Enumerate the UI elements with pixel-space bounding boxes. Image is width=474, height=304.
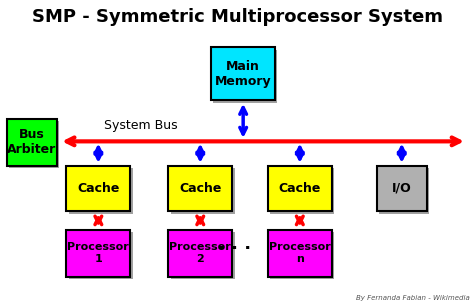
Bar <box>377 166 427 211</box>
Bar <box>268 166 332 211</box>
Text: Cache: Cache <box>279 182 321 195</box>
Bar <box>69 168 133 214</box>
Text: Processor
n: Processor n <box>269 242 331 264</box>
Bar <box>379 168 429 214</box>
Text: SMP - Symmetric Multiprocessor System: SMP - Symmetric Multiprocessor System <box>31 8 443 26</box>
Bar <box>66 230 130 277</box>
Bar <box>270 232 334 279</box>
Bar <box>168 230 232 277</box>
Bar <box>171 168 235 214</box>
Bar <box>211 47 275 100</box>
Text: System Bus: System Bus <box>104 119 178 132</box>
Text: By Fernanda Fabian - Wikimedia: By Fernanda Fabian - Wikimedia <box>356 295 469 301</box>
Bar <box>7 119 57 166</box>
Bar <box>69 232 133 279</box>
Bar <box>171 232 235 279</box>
Bar <box>9 121 59 168</box>
Text: Processor
2: Processor 2 <box>169 242 231 264</box>
Text: Processor
1: Processor 1 <box>67 242 129 264</box>
Text: Cache: Cache <box>77 182 119 195</box>
Text: Bus
Arbiter: Bus Arbiter <box>8 128 56 156</box>
Text: Cache: Cache <box>179 182 221 195</box>
Text: I/O: I/O <box>392 182 411 195</box>
Bar <box>270 168 334 214</box>
Text: · · ·: · · · <box>218 240 251 258</box>
Bar <box>66 166 130 211</box>
Text: Main
Memory: Main Memory <box>215 60 271 88</box>
Bar <box>168 166 232 211</box>
Bar <box>268 230 332 277</box>
Bar <box>213 50 277 103</box>
